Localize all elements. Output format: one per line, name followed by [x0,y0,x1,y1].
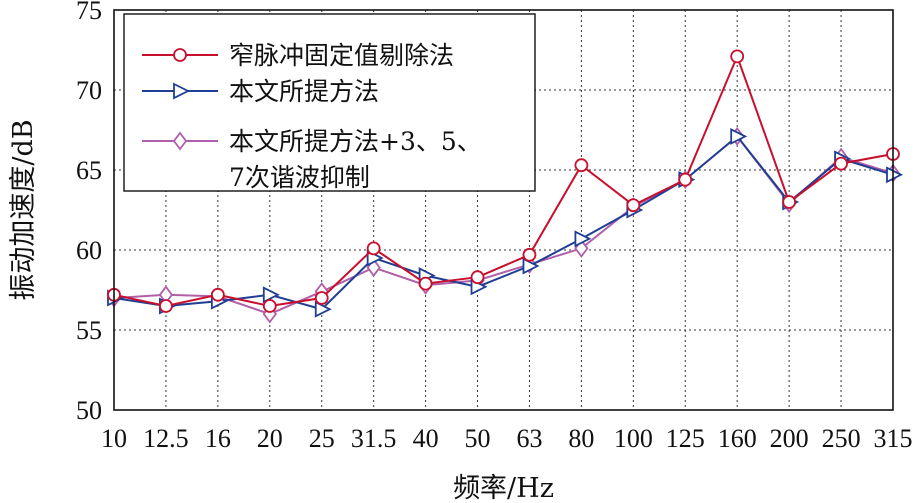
x-tick-label: 31.5 [351,424,397,453]
x-tick-label: 125 [666,424,705,453]
legend-box [123,13,536,192]
data-point [470,270,485,285]
data-point [314,291,329,305]
data-point [314,300,332,318]
y-tick-label: 60 [76,236,102,265]
y-tick-label: 55 [76,316,102,345]
series-line [113,134,894,311]
data-point [366,241,381,256]
y-tick-label: 50 [76,396,102,425]
y-tick-labels: 50 55 60 65 70 75 [76,0,102,425]
x-tick-label: 40 [413,424,439,453]
data-point [418,276,433,291]
x-tick-labels: 10 12.5 16 20 25 31.5 40 50 63 80 100 125 160 200 250 3… [101,424,913,453]
x-tick-label: 10 [101,424,127,453]
data-point [574,158,589,173]
y-tick-label: 65 [76,156,102,185]
data-point [782,195,797,209]
x-tick-label: 50 [465,424,491,453]
data-point [730,49,745,64]
data-point [730,127,748,145]
plot-frame [113,9,894,411]
data-point [173,48,187,62]
legend-label: 本文所提方法+3、5、 [229,127,482,156]
x-tick-label: 12.5 [143,424,189,453]
series-1 [107,49,900,313]
y-tick-label: 75 [76,0,102,25]
x-tick-label: 63 [516,424,542,453]
legend-label: 窄脉冲固定值剔除法 [229,41,454,70]
legend-item-3: 本文所提方法+3、5、 7次谐波抑制 [142,127,482,192]
data-point [210,287,225,302]
legend-label: 7次谐波抑制 [229,163,370,192]
x-tick-label: 160 [718,424,757,453]
data-point [172,131,188,151]
data-point [626,198,641,213]
data-point [522,247,537,262]
x-tick-label: 16 [205,424,231,453]
x-tick-label: 250 [822,424,861,453]
x-tick-label: 25 [309,424,335,453]
legend-item-1: 窄脉冲固定值剔除法 [142,41,454,70]
x-tick-label: 80 [568,424,594,453]
legend-item-2: 本文所提方法 [142,77,379,106]
data-point [262,286,280,304]
x-tick-label: 200 [770,424,809,453]
data-point [834,156,848,171]
data-point [262,299,277,313]
data-point [173,82,191,100]
y-tick-label: 70 [76,76,102,105]
x-tick-label: 20 [257,424,283,453]
data-point [886,166,904,184]
data-point [522,257,540,275]
data-point [159,299,173,313]
y-axis-title: 振动加速度/dB [8,119,39,300]
x-tick-label: 100 [614,424,653,453]
x-tick-label: 315 [874,424,913,453]
legend-label: 本文所提方法 [229,77,379,106]
x-axis-title: 频率/Hz [453,473,554,503]
data-point [574,230,592,248]
data-point [678,172,693,187]
series-line [113,53,894,308]
